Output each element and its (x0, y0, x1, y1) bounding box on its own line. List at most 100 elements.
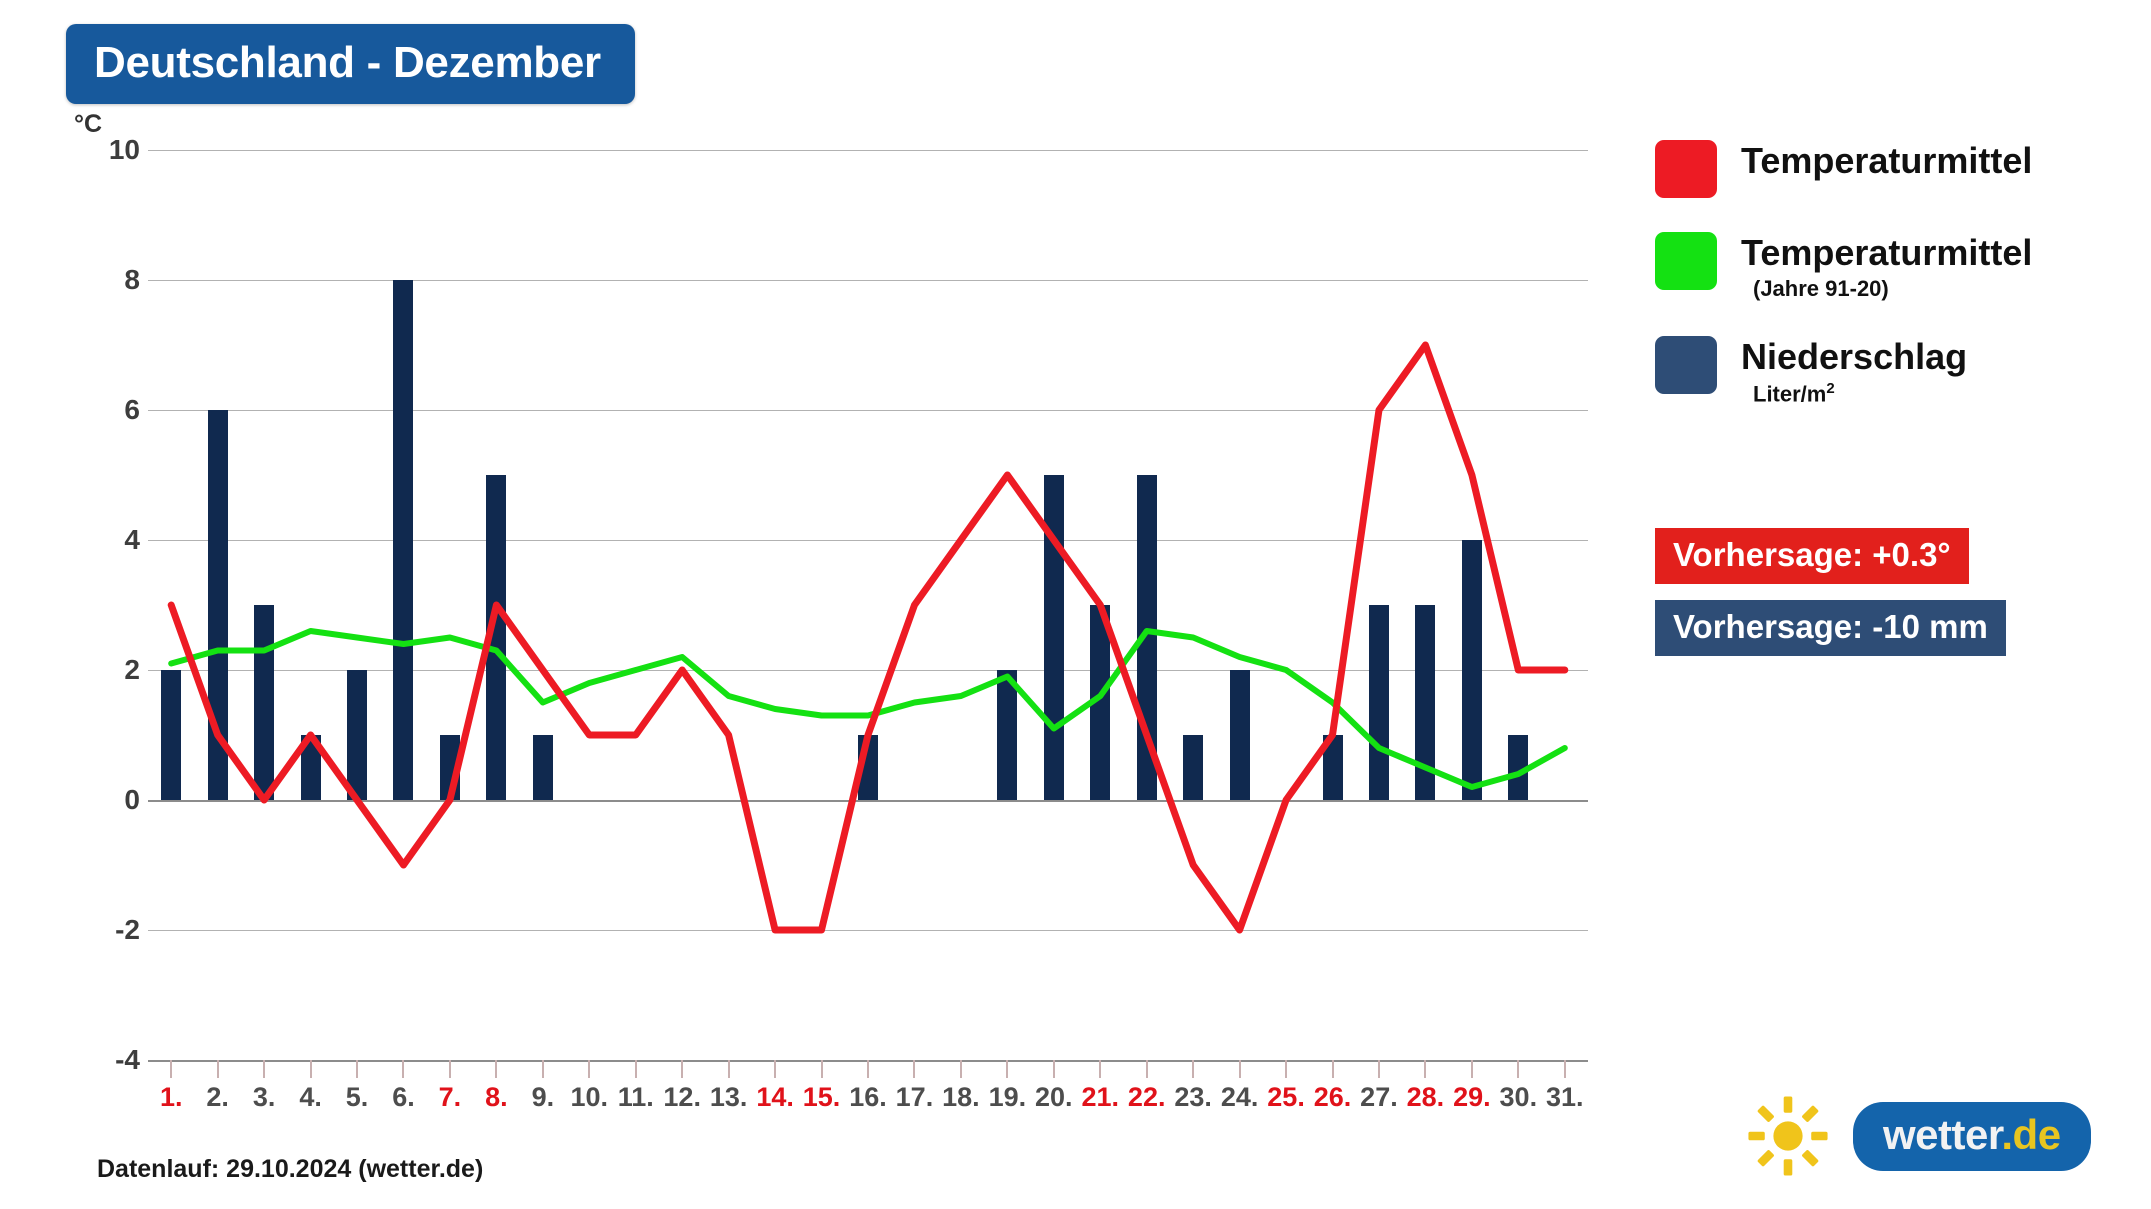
legend-item-climate-average: Temperaturmittel (Jahre 91-20) (1655, 232, 2125, 302)
x-axis-tick (1192, 1060, 1195, 1078)
sun-icon (1748, 1096, 1828, 1176)
gridline-10 (148, 150, 1588, 151)
gridline-neg2 (148, 930, 1588, 931)
x-axis-tick (1145, 1060, 1148, 1078)
x-axis-tick (774, 1060, 777, 1078)
legend-swatch-red-icon (1655, 140, 1717, 198)
brand-tld-text: .de (2001, 1110, 2061, 1158)
x-axis-tick (263, 1060, 266, 1078)
x-axis-tick (1517, 1060, 1520, 1078)
x-axis-tick (1424, 1060, 1427, 1078)
x-axis-label-day-3: 3. (252, 1082, 276, 1112)
legend-unit-exponent: 2 (1826, 379, 1835, 397)
gridline-4 (148, 540, 1588, 541)
legend-label-temperature: Temperaturmittel (1741, 140, 2033, 181)
gridline-6 (148, 410, 1588, 411)
x-axis-tick (959, 1060, 962, 1078)
x-axis-label-day-24: 24. (1220, 1082, 1259, 1112)
x-axis-label-day-12: 12. (663, 1082, 701, 1112)
brand-pill[interactable]: wetter.de (1853, 1101, 2091, 1171)
x-axis-tick (681, 1060, 684, 1078)
legend: Temperaturmittel Temperaturmittel (Jahre… (1655, 140, 2125, 441)
x-axis-tick (1238, 1060, 1241, 1078)
x-axis-label-day-7: 7. (438, 1082, 462, 1112)
legend-label-precipitation: Niederschlag (1741, 335, 1968, 377)
forecast-temperature-badge: Vorhersage: +0.3° (1655, 528, 1969, 584)
legend-item-precipitation: Niederschlag Liter/m2 (1655, 335, 2125, 407)
x-axis-label-day-20: 20. (1035, 1082, 1073, 1112)
datasource-text: Datenlauf: 29.10.2024 (wetter.de) (97, 1155, 484, 1183)
x-axis-label-day-28: 28. (1406, 1082, 1445, 1112)
x-axis-tick (448, 1060, 451, 1078)
precipitation-bar (347, 670, 368, 800)
x-axis-tick (216, 1060, 219, 1078)
x-axis-tick (867, 1060, 869, 1078)
x-axis-label-day-13: 13. (709, 1082, 748, 1112)
precipitation-bar (161, 670, 182, 800)
precipitation-bar (1229, 670, 1250, 800)
x-axis-label-day-19: 19. (988, 1082, 1027, 1112)
x-axis-tick (170, 1060, 173, 1078)
legend-swatch-green-icon (1655, 232, 1717, 290)
y-axis-label: -2 (115, 914, 140, 945)
x-axis-label-day-27: 27. (1360, 1082, 1398, 1112)
line-series-svg (167, 341, 1569, 934)
legend-item-temperature: Temperaturmittel (1655, 140, 2125, 198)
x-axis-label-day-17: 17. (895, 1082, 934, 1112)
x-axis-tick (309, 1060, 312, 1078)
y-axis-label: 4 (124, 524, 140, 555)
page-title: Deutschland - Dezember (66, 24, 635, 104)
x-axis-tick (1099, 1060, 1102, 1078)
x-axis-label-day-2: 2. (206, 1082, 229, 1112)
precipitation-bar (1461, 540, 1482, 800)
precipitation-bar (1322, 735, 1343, 800)
y-axis-label: -4 (115, 1044, 140, 1075)
y-axis-label: 6 (124, 394, 140, 425)
y-axis-ticks: 10 8 6 4 2 0 -2 -4 (48, 134, 140, 1075)
gridline-8 (148, 280, 1588, 281)
x-axis-tick (820, 1060, 823, 1078)
y-axis-label: 10 (108, 134, 140, 165)
x-axis-tick (1285, 1060, 1288, 1078)
climate-average-line (168, 628, 1568, 790)
legend-sublabel-climate-years: (Jahre 91-20) (1753, 275, 1889, 301)
x-axis-tick (1563, 1060, 1566, 1078)
x-axis-label-day-10: 10. (570, 1082, 609, 1112)
x-axis-tick (913, 1060, 916, 1078)
x-axis-tick (588, 1060, 591, 1078)
precipitation-bar (1183, 735, 1204, 800)
x-axis-label-day-26: 26. (1313, 1082, 1352, 1112)
precipitation-bar (207, 410, 228, 800)
x-axis-tick (495, 1060, 498, 1078)
x-axis-label-day-22: 22. (1127, 1082, 1166, 1112)
x-axis-label-day-15: 15. (802, 1082, 841, 1112)
x-axis-tick (541, 1060, 544, 1078)
y-axis-label: 0 (124, 784, 140, 815)
gridline-0 (148, 800, 1588, 802)
x-axis-label-day-18: 18. (942, 1082, 980, 1112)
legend-label-climate-average: Temperaturmittel (1741, 232, 2033, 273)
y-axis-unit: °C (74, 110, 103, 138)
precipitation-bar (997, 670, 1018, 800)
x-axis-tick (1052, 1060, 1055, 1078)
brand-logo[interactable]: wetter.de (1745, 1093, 2091, 1179)
precipitation-bar (393, 280, 414, 800)
x-axis-label-day-6: 6. (392, 1082, 415, 1112)
forecast-temperature-line (167, 341, 1569, 934)
x-axis-tick (1377, 1060, 1380, 1078)
legend-swatch-blue-icon (1655, 335, 1717, 394)
brand-name-text: wetter (1883, 1110, 2002, 1158)
x-axis-label-day-23: 23. (1174, 1082, 1212, 1112)
plot-area (148, 150, 1588, 1062)
x-axis-tick (402, 1060, 405, 1078)
x-axis: 1. 2. 3. 4. 5. 6. 7. 8. 9. 10. 11. 12. 13. 14. 15. 16. 1… (148, 1060, 1588, 1150)
y-axis-label: 2 (124, 654, 140, 685)
x-axis-label-day-9: 9. (531, 1082, 555, 1112)
x-axis-label-day-25: 25. (1267, 1082, 1305, 1112)
x-axis-label-day-21: 21. (1081, 1082, 1120, 1112)
x-axis-tick (1331, 1060, 1334, 1078)
precipitation-bar (1508, 735, 1529, 800)
x-axis-tick (1006, 1060, 1009, 1078)
x-axis-label-day-1: 1. (159, 1082, 183, 1112)
